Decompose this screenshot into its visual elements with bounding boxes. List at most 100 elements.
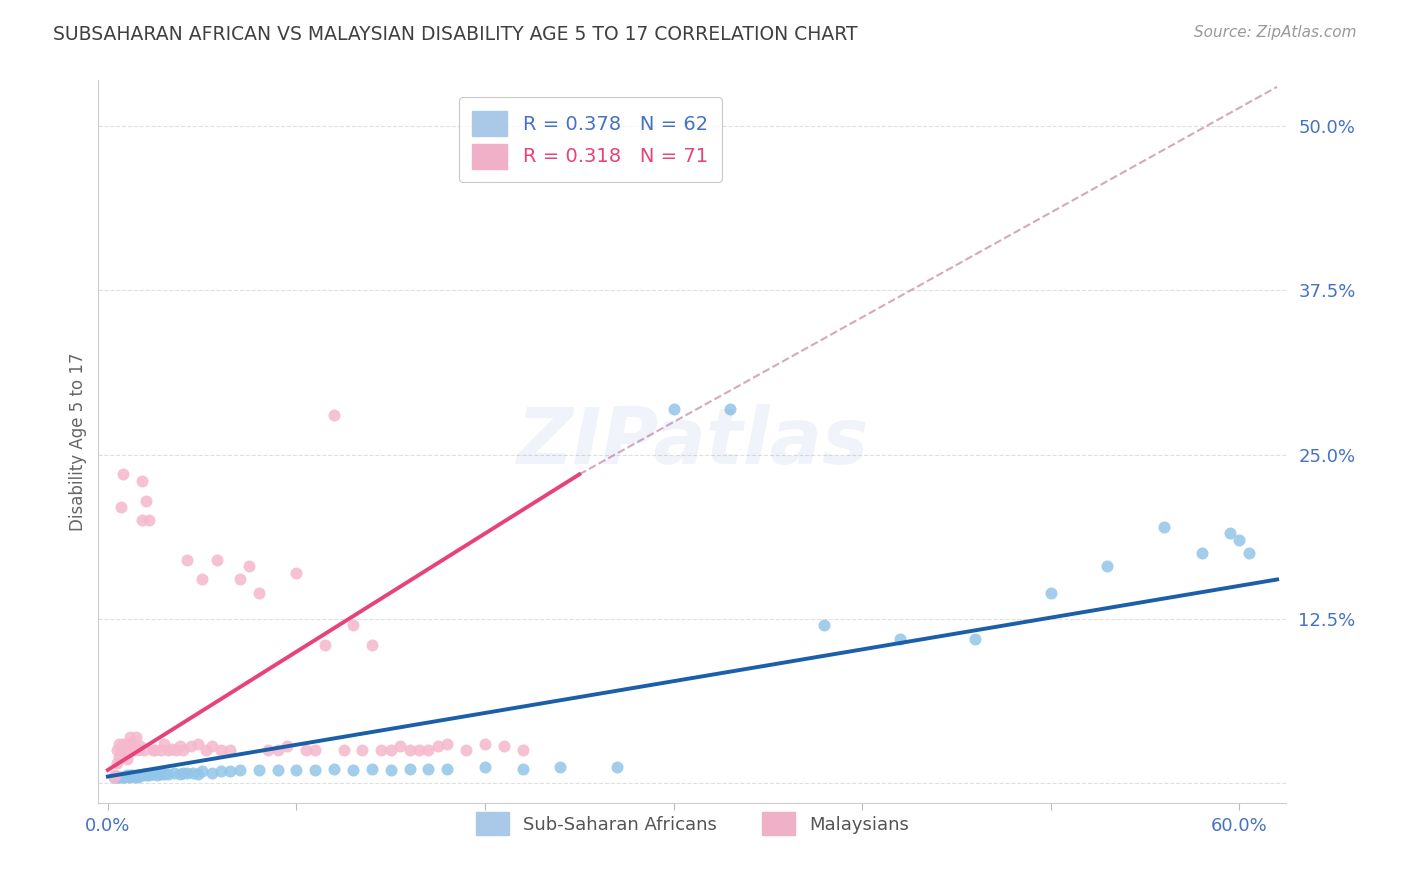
Point — [111, 770, 134, 784]
Point — [114, 770, 136, 784]
Point — [187, 737, 209, 751]
Point — [418, 762, 440, 776]
Point — [889, 632, 911, 646]
Point — [370, 743, 392, 757]
Point — [380, 763, 402, 777]
Point — [360, 762, 382, 776]
Text: Source: ZipAtlas.com: Source: ZipAtlas.com — [1194, 25, 1357, 40]
Point — [135, 493, 157, 508]
Point — [105, 770, 128, 784]
Point — [129, 739, 152, 754]
Point — [110, 500, 132, 515]
Point — [474, 760, 496, 774]
Point — [550, 760, 572, 774]
Legend: Sub-Saharan Africans, Malaysians: Sub-Saharan Africans, Malaysians — [464, 799, 921, 848]
Point — [257, 743, 280, 757]
Point — [127, 770, 149, 784]
Point — [965, 632, 987, 646]
Point — [172, 743, 194, 757]
Point — [115, 768, 138, 782]
Point — [105, 743, 128, 757]
Point — [200, 739, 222, 754]
Point — [138, 768, 160, 782]
Point — [163, 765, 186, 780]
Point — [125, 730, 148, 744]
Point — [176, 765, 198, 780]
Point — [285, 566, 308, 580]
Point — [342, 618, 364, 632]
Point — [111, 467, 134, 482]
Point — [122, 770, 145, 784]
Point — [180, 739, 202, 754]
Point — [172, 765, 194, 780]
Point — [285, 763, 308, 777]
Point — [157, 743, 180, 757]
Point — [142, 743, 165, 757]
Point — [1227, 533, 1250, 547]
Point — [436, 762, 458, 776]
Point — [398, 762, 420, 776]
Point — [120, 768, 142, 782]
Point — [1039, 585, 1062, 599]
Point — [115, 737, 138, 751]
Point — [332, 743, 354, 757]
Point — [110, 743, 132, 757]
Point — [418, 743, 440, 757]
Point — [103, 770, 125, 784]
Point — [131, 474, 153, 488]
Point — [512, 743, 534, 757]
Point — [169, 739, 191, 754]
Point — [143, 743, 166, 757]
Point — [157, 767, 180, 781]
Point — [131, 768, 153, 782]
Point — [408, 743, 430, 757]
Point — [187, 767, 209, 781]
Point — [121, 768, 143, 782]
Point — [1097, 559, 1119, 574]
Point — [209, 764, 232, 779]
Point — [238, 559, 260, 574]
Point — [132, 767, 155, 781]
Point — [323, 409, 346, 423]
Point — [1153, 520, 1175, 534]
Point — [352, 743, 374, 757]
Point — [606, 760, 628, 774]
Point — [474, 737, 496, 751]
Point — [108, 749, 131, 764]
Point — [117, 770, 139, 784]
Point — [229, 573, 252, 587]
Point — [247, 585, 270, 599]
Point — [426, 739, 449, 754]
Point — [169, 767, 191, 781]
Point — [295, 743, 318, 757]
Point — [229, 763, 252, 777]
Point — [813, 618, 835, 632]
Point — [380, 743, 402, 757]
Point — [108, 737, 131, 751]
Point — [110, 770, 132, 784]
Point — [121, 737, 143, 751]
Point — [436, 737, 458, 751]
Point — [131, 513, 153, 527]
Point — [314, 638, 336, 652]
Point — [398, 743, 420, 757]
Point — [205, 553, 228, 567]
Point — [127, 743, 149, 757]
Point — [129, 768, 152, 782]
Point — [108, 770, 131, 784]
Point — [266, 763, 288, 777]
Point — [115, 752, 138, 766]
Point — [456, 743, 478, 757]
Point — [153, 737, 176, 751]
Point — [662, 401, 685, 416]
Point — [1219, 526, 1241, 541]
Point — [219, 764, 242, 779]
Point — [138, 513, 160, 527]
Point — [219, 743, 242, 757]
Point — [304, 763, 326, 777]
Point — [512, 762, 534, 776]
Point — [360, 638, 382, 652]
Point — [146, 768, 169, 782]
Point — [114, 747, 136, 762]
Point — [266, 743, 288, 757]
